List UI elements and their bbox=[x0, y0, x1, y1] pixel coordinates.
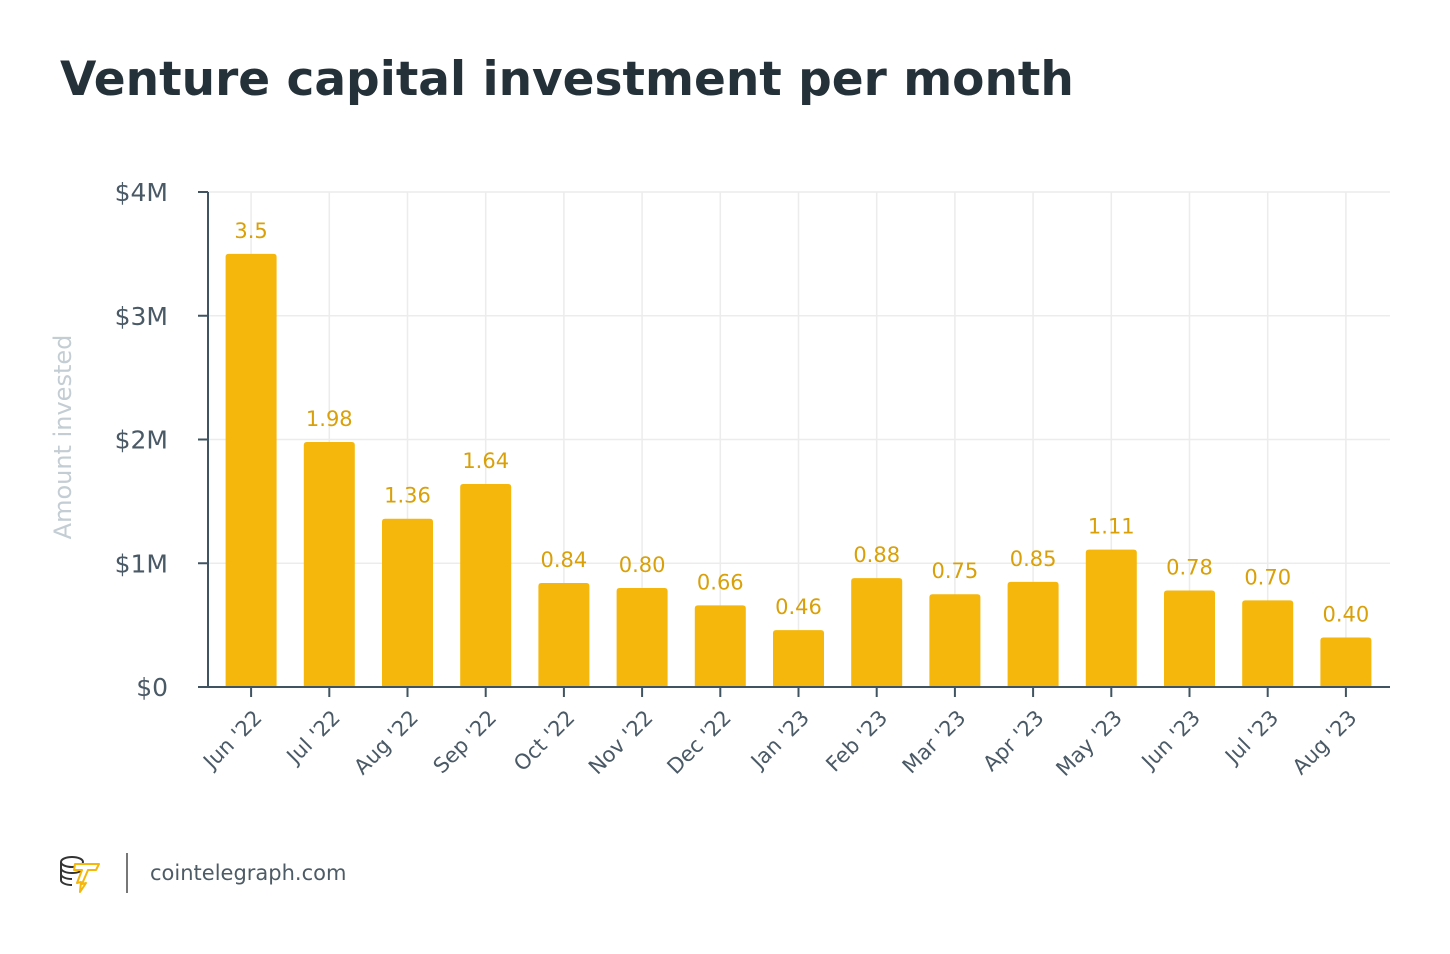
bar bbox=[225, 253, 277, 687]
footer-divider bbox=[126, 853, 128, 893]
bar bbox=[382, 518, 433, 687]
y-tick-label: $0 bbox=[136, 673, 168, 702]
x-tick-label: Apr '23 bbox=[978, 706, 1048, 776]
bar bbox=[929, 594, 981, 687]
data-label: 0.70 bbox=[1244, 565, 1291, 589]
data-label: 1.98 bbox=[306, 407, 353, 431]
x-tick-label: Jun '22 bbox=[197, 706, 266, 775]
chart-title: Venture capital investment per month bbox=[60, 52, 1074, 107]
data-label: 1.36 bbox=[384, 484, 431, 508]
x-tick-label: Feb '23 bbox=[821, 706, 892, 777]
x-tick-label: Aug '23 bbox=[1288, 706, 1362, 780]
bar-chart: 3.5 1.98 1.36 1.64 0.84 0.80 0.66 0.46 0.88 0.75 0… bbox=[49, 178, 1390, 781]
y-tick-label: $2M bbox=[115, 426, 168, 455]
bar bbox=[1164, 590, 1215, 687]
data-label: 0.75 bbox=[932, 559, 979, 583]
data-label: 0.40 bbox=[1323, 603, 1370, 627]
bar bbox=[773, 630, 824, 687]
bar bbox=[460, 484, 512, 687]
bar bbox=[1085, 549, 1137, 687]
data-label: 3.5 bbox=[234, 219, 267, 243]
data-label: 0.66 bbox=[697, 570, 744, 594]
x-tick-label: Sep '22 bbox=[429, 706, 502, 779]
bar bbox=[538, 583, 590, 687]
data-label: 0.85 bbox=[1010, 547, 1057, 571]
data-label: 0.46 bbox=[775, 595, 822, 619]
x-tick-label: Jul '23 bbox=[1219, 706, 1283, 770]
y-tick-label: $4M bbox=[115, 178, 168, 207]
x-tick-label: Oct '22 bbox=[509, 706, 579, 776]
bar bbox=[616, 588, 668, 687]
bar bbox=[694, 605, 746, 687]
footer: cointelegraph.com bbox=[58, 850, 346, 896]
x-tick-label: Jun '23 bbox=[1136, 706, 1205, 775]
gridlines bbox=[208, 191, 1390, 687]
cointelegraph-logo-icon bbox=[60, 856, 100, 893]
y-tick-label: $1M bbox=[115, 549, 168, 578]
data-label: 1.64 bbox=[462, 449, 509, 473]
bars: 3.5 1.98 1.36 1.64 0.84 0.80 0.66 0.46 0.88 0.75 0… bbox=[225, 219, 1372, 687]
bar bbox=[1007, 581, 1059, 687]
data-label: 0.84 bbox=[541, 548, 588, 572]
bar bbox=[851, 578, 903, 687]
x-tick-label: May '23 bbox=[1051, 706, 1126, 781]
x-tick-label: Jul '22 bbox=[281, 706, 345, 770]
x-tick-label: Mar '23 bbox=[898, 706, 971, 779]
y-tick-label: $3M bbox=[115, 302, 168, 331]
data-label: 0.80 bbox=[619, 553, 666, 577]
data-label: 0.88 bbox=[853, 543, 900, 567]
bar bbox=[1320, 637, 1372, 687]
site-name: cointelegraph.com bbox=[150, 861, 347, 885]
bar bbox=[303, 441, 355, 687]
x-tick-label: Jan '23 bbox=[745, 706, 814, 775]
x-tick-label: Dec '22 bbox=[662, 706, 735, 779]
y-axis-label: Amount invested bbox=[49, 335, 77, 540]
x-tick-label: Aug '22 bbox=[349, 706, 423, 780]
data-label: 0.78 bbox=[1166, 555, 1213, 579]
data-label: 1.11 bbox=[1088, 515, 1135, 539]
bar bbox=[1242, 600, 1294, 687]
x-tick-label: Nov '22 bbox=[584, 706, 658, 780]
